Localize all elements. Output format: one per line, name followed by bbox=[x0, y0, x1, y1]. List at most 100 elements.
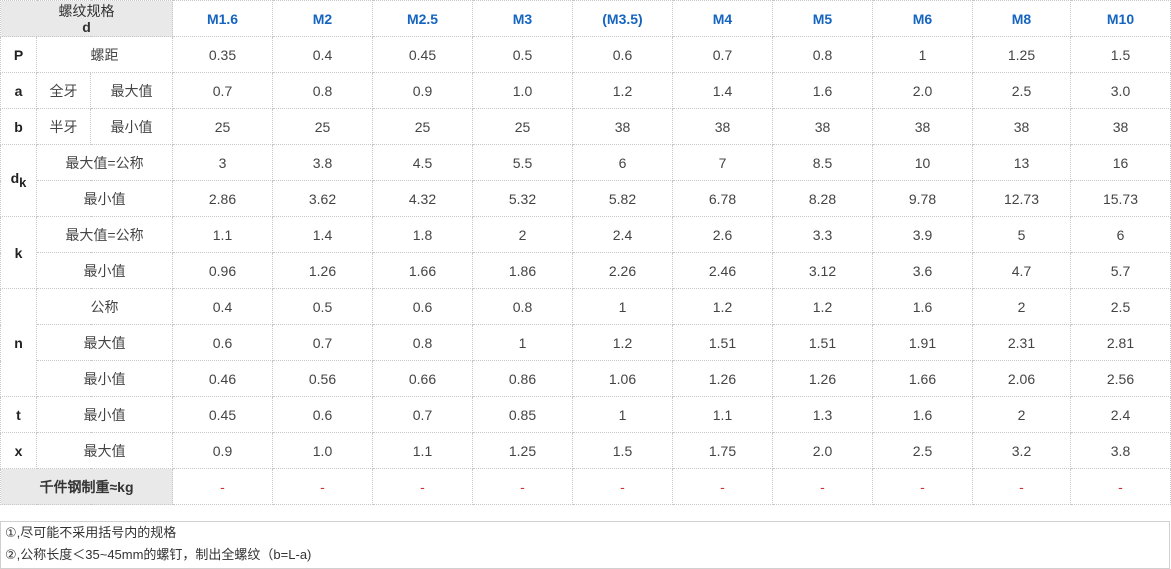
symbol-a: a bbox=[0, 72, 37, 109]
value-cell: 3 bbox=[172, 144, 273, 181]
value-cell: 2.6 bbox=[672, 216, 773, 253]
value-cell: 1.5 bbox=[572, 432, 673, 469]
row-label: 最大值 bbox=[36, 432, 173, 469]
value-cell: 1.66 bbox=[372, 252, 473, 289]
value-cell: 1.51 bbox=[672, 324, 773, 361]
value-cell: 38 bbox=[672, 108, 773, 145]
row-label: 最小值 bbox=[36, 252, 173, 289]
value-cell: 6 bbox=[572, 144, 673, 181]
value-cell: 0.4 bbox=[172, 288, 273, 325]
value-cell: 7 bbox=[672, 144, 773, 181]
value-cell: - bbox=[972, 468, 1071, 505]
value-cell: 0.96 bbox=[172, 252, 273, 289]
value-cell: 0.6 bbox=[272, 396, 373, 433]
value-cell: - bbox=[1070, 468, 1171, 505]
value-cell: - bbox=[872, 468, 973, 505]
value-cell: 0.7 bbox=[172, 72, 273, 109]
thread-spec-header: 螺纹规格 d bbox=[0, 0, 173, 37]
value-cell: 5.32 bbox=[472, 180, 573, 217]
value-cell: 1.6 bbox=[872, 288, 973, 325]
row-sublabel: 半牙 bbox=[36, 108, 91, 145]
value-cell: 3.3 bbox=[772, 216, 873, 253]
value-cell: 1.25 bbox=[972, 36, 1071, 73]
symbol-dk-main: d bbox=[10, 170, 20, 187]
row-label: 最大值=公称 bbox=[36, 144, 173, 181]
value-cell: 0.85 bbox=[472, 396, 573, 433]
value-cell: 3.2 bbox=[972, 432, 1071, 469]
symbol-n: n bbox=[0, 288, 37, 397]
value-cell: - bbox=[372, 468, 473, 505]
value-cell: 0.86 bbox=[472, 360, 573, 397]
value-cell: 2 bbox=[972, 288, 1071, 325]
row-label: 最小值 bbox=[90, 108, 173, 145]
table-row: dk 最大值=公称 3 3.8 4.5 5.5 6 7 8.5 10 13 16 bbox=[0, 144, 1171, 217]
value-cell: 16 bbox=[1070, 144, 1171, 181]
value-cell: 0.56 bbox=[272, 360, 373, 397]
value-cell: 3.62 bbox=[272, 180, 373, 217]
value-cell: - bbox=[472, 468, 573, 505]
value-cell: 4.7 bbox=[972, 252, 1071, 289]
value-cell: 2.31 bbox=[972, 324, 1071, 361]
value-cell: 6 bbox=[1070, 216, 1171, 253]
value-cell: 1.1 bbox=[372, 432, 473, 469]
size-header: M1.6 bbox=[172, 0, 273, 37]
value-cell: - bbox=[272, 468, 373, 505]
table-row: b 半牙 最小值 25 25 25 25 38 38 38 38 38 38 bbox=[0, 108, 1171, 145]
value-cell: 0.8 bbox=[372, 324, 473, 361]
value-cell: 1.1 bbox=[672, 396, 773, 433]
symbol-x: x bbox=[0, 432, 37, 469]
value-cell: 1.51 bbox=[772, 324, 873, 361]
value-cell: 2.4 bbox=[572, 216, 673, 253]
row-sublabel: 全牙 bbox=[36, 72, 91, 109]
value-cell: 0.4 bbox=[272, 36, 373, 73]
value-cell: 25 bbox=[472, 108, 573, 145]
value-cell: 1.2 bbox=[772, 288, 873, 325]
value-cell: 5.7 bbox=[1070, 252, 1171, 289]
value-cell: 3.0 bbox=[1070, 72, 1171, 109]
symbol-p: P bbox=[0, 36, 37, 73]
value-cell: 3.6 bbox=[872, 252, 973, 289]
value-cell: 0.7 bbox=[272, 324, 373, 361]
thread-spec-symbol: d bbox=[82, 18, 91, 35]
size-header: M2 bbox=[272, 0, 373, 37]
value-cell: 5.82 bbox=[572, 180, 673, 217]
value-cell: 2.0 bbox=[772, 432, 873, 469]
value-cell: 2 bbox=[472, 216, 573, 253]
table-row: k 最大值=公称 1.1 1.4 1.8 2 2.4 2.6 3.3 3.9 5 6 bbox=[0, 216, 1171, 289]
value-cell: - bbox=[172, 468, 273, 505]
symbol-dk-sub: k bbox=[19, 174, 27, 190]
row-label: 最大值 bbox=[36, 324, 173, 361]
screw-spec-table: 螺纹规格 d M1.6 M2 M2.5 M3 (M3.5) M4 M5 M6 M… bbox=[0, 0, 1171, 505]
value-cell: 1.75 bbox=[672, 432, 773, 469]
value-cell: 0.8 bbox=[772, 36, 873, 73]
value-cell: 1.5 bbox=[1070, 36, 1171, 73]
value-cell: 25 bbox=[172, 108, 273, 145]
value-cell: 1.66 bbox=[872, 360, 973, 397]
row-label: 最大值 bbox=[90, 72, 173, 109]
value-cell: 1 bbox=[472, 324, 573, 361]
value-cell: 1.2 bbox=[572, 72, 673, 109]
row-label: 公称 bbox=[36, 288, 173, 325]
value-cell: - bbox=[772, 468, 873, 505]
header-row: 螺纹规格 d M1.6 M2 M2.5 M3 (M3.5) M4 M5 M6 M… bbox=[0, 0, 1171, 37]
value-cell: 2.4 bbox=[1070, 396, 1171, 433]
value-cell: 0.8 bbox=[472, 288, 573, 325]
value-cell: 0.9 bbox=[372, 72, 473, 109]
value-cell: 13 bbox=[972, 144, 1071, 181]
value-cell: - bbox=[672, 468, 773, 505]
size-header: (M3.5) bbox=[572, 0, 673, 37]
table-row: P 螺距 0.35 0.4 0.45 0.5 0.6 0.7 0.8 1 1.25 1.5 bbox=[0, 36, 1171, 73]
value-cell: 1.26 bbox=[672, 360, 773, 397]
symbol-t: t bbox=[0, 396, 37, 433]
value-cell: 3.8 bbox=[272, 144, 373, 181]
value-cell: 1.6 bbox=[772, 72, 873, 109]
value-cell: 1 bbox=[572, 288, 673, 325]
footnotes: ①,尽可能不采用括号内的规格 ②,公称长度＜35~45mm的螺钉，制出全螺纹（b… bbox=[0, 521, 1170, 569]
value-cell: 1.86 bbox=[472, 252, 573, 289]
value-cell: 4.32 bbox=[372, 180, 473, 217]
value-cell: 1.2 bbox=[572, 324, 673, 361]
value-cell: 38 bbox=[972, 108, 1071, 145]
value-cell: 6.78 bbox=[672, 180, 773, 217]
row-label: 最小值 bbox=[36, 360, 173, 397]
table-row: 千件钢制重≈kg ---------- bbox=[0, 468, 1171, 505]
